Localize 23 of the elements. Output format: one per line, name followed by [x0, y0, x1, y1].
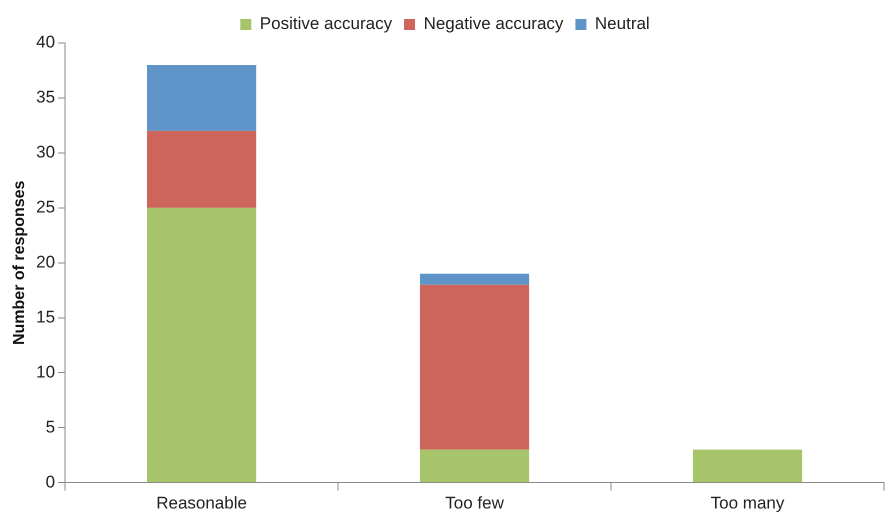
bar — [420, 274, 530, 285]
bar — [147, 208, 256, 482]
legend-label: Neutral — [594, 14, 650, 34]
y-tick-label: 40 — [36, 32, 56, 52]
bar — [420, 284, 530, 450]
y-tick-label: 10 — [36, 362, 56, 382]
y-tick-label: 15 — [36, 307, 56, 326]
y-tick-label: 30 — [36, 142, 56, 162]
legend-label: Negative accuracy — [424, 14, 564, 34]
bar — [420, 450, 530, 482]
legend-label: Positive accuracy — [260, 14, 393, 34]
y-tick-label: 5 — [46, 417, 56, 436]
bar — [147, 130, 256, 208]
y-axis-title: Number of responses — [11, 180, 28, 346]
bar — [692, 450, 802, 482]
x-tick-label: Too few — [445, 493, 505, 512]
x-tick-label: Too many — [710, 493, 785, 512]
x-tick-label: Reasonable — [156, 493, 247, 512]
y-tick-label: 35 — [36, 88, 56, 107]
y-tick-label: 0 — [46, 472, 56, 492]
y-tick-label: 25 — [36, 198, 56, 217]
y-tick-label: 20 — [36, 252, 56, 272]
bar — [147, 64, 256, 131]
